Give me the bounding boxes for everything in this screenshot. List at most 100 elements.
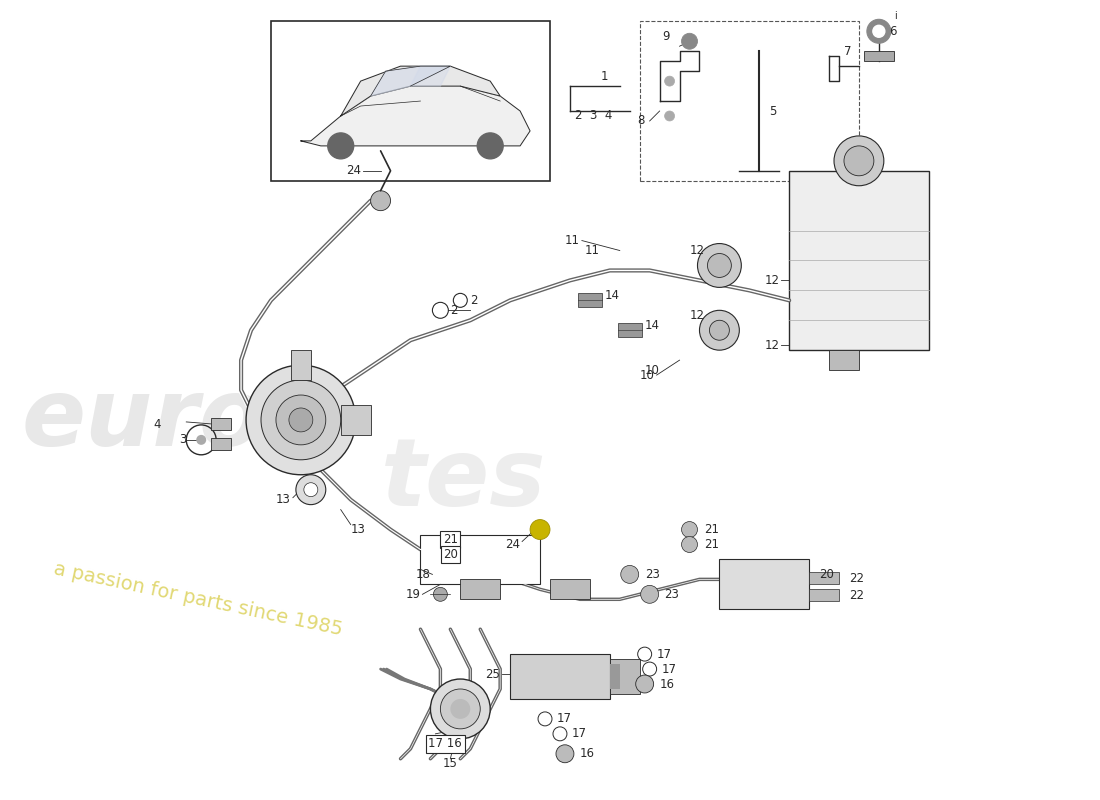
Circle shape xyxy=(700,310,739,350)
Text: 21: 21 xyxy=(443,533,458,546)
Circle shape xyxy=(873,26,884,38)
Text: 17: 17 xyxy=(557,712,572,726)
Bar xyxy=(290,350,311,380)
Text: 19: 19 xyxy=(406,588,420,601)
Text: 22: 22 xyxy=(849,572,864,585)
Bar xyxy=(640,22,859,181)
Text: 24: 24 xyxy=(345,164,361,178)
Circle shape xyxy=(834,136,883,186)
Circle shape xyxy=(296,474,326,505)
Text: 13: 13 xyxy=(351,523,365,536)
Circle shape xyxy=(196,435,206,445)
Bar xyxy=(510,654,609,699)
Circle shape xyxy=(697,243,741,287)
Text: 23: 23 xyxy=(664,588,680,601)
Text: 21: 21 xyxy=(704,523,719,536)
Bar xyxy=(609,664,619,689)
Text: 2: 2 xyxy=(471,294,477,307)
Circle shape xyxy=(450,699,471,719)
Text: 10: 10 xyxy=(645,364,660,377)
Circle shape xyxy=(682,537,697,553)
Text: 20: 20 xyxy=(820,568,834,581)
Text: 12: 12 xyxy=(690,309,704,322)
Polygon shape xyxy=(301,86,530,146)
Text: 17: 17 xyxy=(572,727,587,740)
Text: 2  3  4: 2 3 4 xyxy=(575,110,613,122)
Circle shape xyxy=(707,254,732,278)
Bar xyxy=(578,294,602,307)
Text: 21: 21 xyxy=(704,538,719,551)
Bar xyxy=(211,438,231,450)
Text: 20: 20 xyxy=(443,548,458,561)
Text: 7: 7 xyxy=(844,45,851,58)
Bar xyxy=(829,350,859,370)
Circle shape xyxy=(261,380,341,460)
Bar xyxy=(719,559,810,610)
Text: 11: 11 xyxy=(585,244,600,257)
Text: 16: 16 xyxy=(660,678,674,690)
Text: 17 16: 17 16 xyxy=(429,738,462,750)
Circle shape xyxy=(640,586,659,603)
Circle shape xyxy=(664,76,674,86)
Bar xyxy=(864,51,894,61)
Text: 23: 23 xyxy=(645,568,660,581)
Text: tes: tes xyxy=(381,434,546,526)
Bar xyxy=(211,418,231,430)
Circle shape xyxy=(371,190,390,210)
Polygon shape xyxy=(410,66,450,86)
Circle shape xyxy=(477,133,503,159)
Polygon shape xyxy=(371,66,450,96)
Circle shape xyxy=(304,482,318,497)
Text: 2: 2 xyxy=(450,304,458,317)
Bar xyxy=(271,22,550,181)
Text: i: i xyxy=(894,11,896,22)
Circle shape xyxy=(440,689,481,729)
Circle shape xyxy=(246,365,355,474)
Text: 5: 5 xyxy=(769,105,777,118)
Text: 9: 9 xyxy=(662,30,670,42)
Circle shape xyxy=(433,587,448,602)
Circle shape xyxy=(682,34,697,50)
Text: 1: 1 xyxy=(601,70,608,82)
Text: 13: 13 xyxy=(276,493,290,506)
Bar xyxy=(810,590,839,602)
Bar xyxy=(609,659,640,694)
Circle shape xyxy=(430,679,491,739)
Circle shape xyxy=(620,566,639,583)
Circle shape xyxy=(636,675,653,693)
Circle shape xyxy=(664,111,674,121)
Text: 12: 12 xyxy=(764,274,779,287)
Text: 18: 18 xyxy=(416,568,430,581)
Polygon shape xyxy=(341,66,500,116)
Bar xyxy=(341,405,371,435)
Text: 22: 22 xyxy=(849,589,864,602)
Circle shape xyxy=(710,320,729,340)
Circle shape xyxy=(556,745,574,762)
Bar xyxy=(550,579,590,599)
Circle shape xyxy=(276,395,326,445)
Text: 11: 11 xyxy=(565,234,580,247)
Bar xyxy=(810,572,839,584)
Text: 8: 8 xyxy=(637,114,645,127)
Text: 17: 17 xyxy=(661,662,676,675)
Circle shape xyxy=(328,133,354,159)
Text: 12: 12 xyxy=(690,244,704,257)
Text: 10: 10 xyxy=(640,369,654,382)
Circle shape xyxy=(844,146,873,176)
Circle shape xyxy=(530,519,550,539)
Text: 15: 15 xyxy=(443,758,458,770)
Text: 3: 3 xyxy=(179,434,186,446)
Text: 12: 12 xyxy=(764,338,779,352)
Circle shape xyxy=(289,408,312,432)
Bar xyxy=(618,323,641,338)
Text: 14: 14 xyxy=(645,318,660,332)
Text: 24: 24 xyxy=(505,538,520,551)
Text: euro: euro xyxy=(22,374,265,466)
Text: 14: 14 xyxy=(605,289,619,302)
Text: a passion for parts since 1985: a passion for parts since 1985 xyxy=(52,559,344,639)
Text: 6: 6 xyxy=(889,25,896,38)
Circle shape xyxy=(682,522,697,538)
Bar xyxy=(420,534,540,584)
Text: 17: 17 xyxy=(657,648,672,661)
Bar xyxy=(460,579,500,599)
